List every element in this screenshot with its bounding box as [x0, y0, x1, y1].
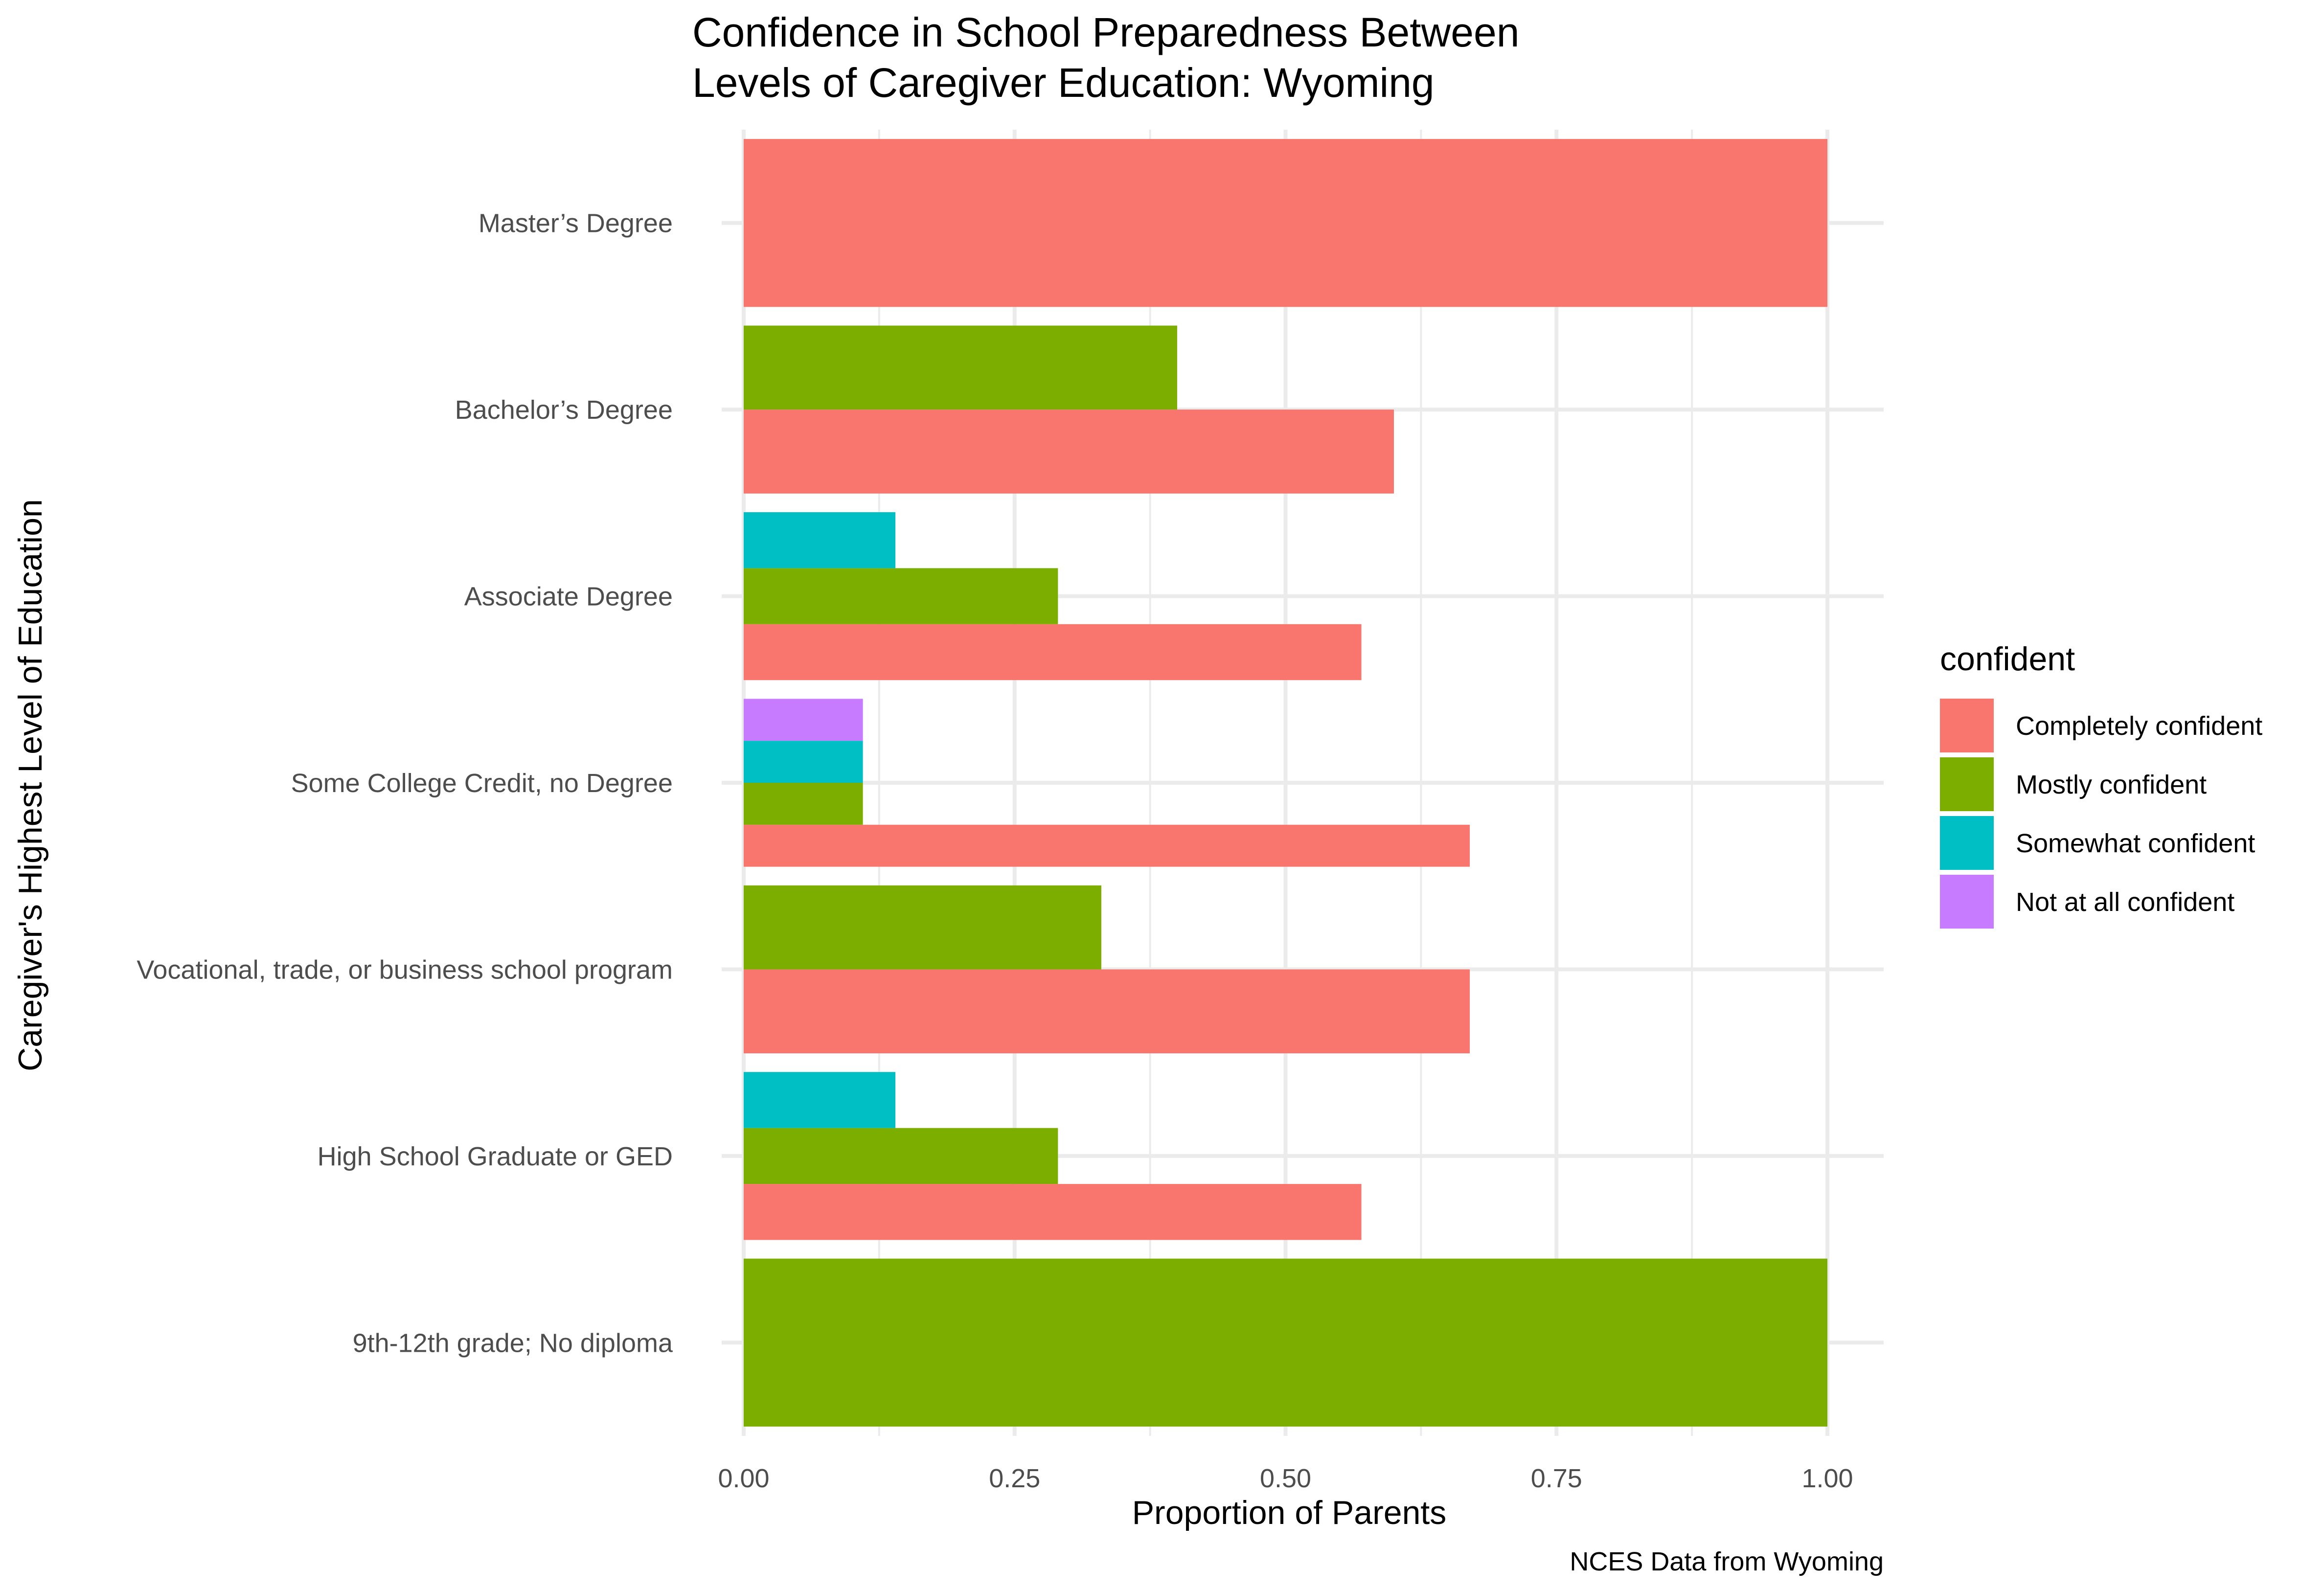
y-tick-label: Bachelor’s Degree: [455, 395, 673, 425]
legend-swatch-somewhat-confident: [1940, 816, 1994, 870]
bar-bachelor-s-degree-completely-confident: [744, 409, 1394, 494]
x-axis-title: Proportion of Parents: [1132, 1494, 1447, 1531]
y-tick-label: Some College Credit, no Degree: [291, 769, 673, 798]
chart-title-line-1: Confidence in School Preparedness Betwee…: [692, 9, 1519, 55]
x-tick-label: 1.00: [1801, 1464, 1853, 1493]
bar-associate-degree-completely-confident: [744, 624, 1362, 681]
y-tick-label: Master’s Degree: [478, 209, 673, 238]
legend-label-not-at-all-confident: Not at all confident: [2016, 887, 2234, 917]
bar-high-school-graduate-or-ged-completely-confident: [744, 1184, 1362, 1240]
legend-title: confident: [1940, 640, 2075, 678]
bar-master-s-degree-completely-confident: [744, 139, 1827, 307]
legend-swatch-not-at-all-confident: [1940, 875, 1994, 929]
y-axis-title: Caregiver's Highest Level of Education: [12, 499, 49, 1071]
bars: [744, 139, 1827, 1427]
legend-label-mostly-confident: Mostly confident: [2016, 770, 2207, 799]
bar-some-college-credit-no-degree-mostly-confident: [744, 783, 863, 825]
bar-associate-degree-mostly-confident: [744, 568, 1058, 624]
x-tick-label: 0.75: [1531, 1464, 1582, 1493]
legend-swatch-completely-confident: [1940, 699, 1994, 752]
bar-bachelor-s-degree-mostly-confident: [744, 325, 1177, 410]
bar-9th-12th-grade-no-diploma-mostly-confident: [744, 1258, 1827, 1427]
x-tick-label: 0.25: [989, 1464, 1040, 1493]
bar-some-college-credit-no-degree-completely-confident: [744, 824, 1470, 867]
bar-high-school-graduate-or-ged-somewhat-confident: [744, 1072, 896, 1128]
legend: confident Completely confident Mostly con…: [1940, 640, 2262, 929]
y-tick-label: High School Graduate or GED: [318, 1142, 673, 1171]
chart-title-line-2: Levels of Caregiver Education: Wyoming: [692, 60, 1435, 106]
caption: NCES Data from Wyoming: [1570, 1547, 1884, 1576]
x-tick-label: 0.50: [1260, 1464, 1311, 1493]
legend-swatch-mostly-confident: [1940, 757, 1994, 811]
bar-some-college-credit-no-degree-somewhat-confident: [744, 741, 863, 783]
bar-high-school-graduate-or-ged-mostly-confident: [744, 1128, 1058, 1184]
x-tick-label: 0.00: [718, 1464, 769, 1493]
bar-some-college-credit-no-degree-not-at-all-confident: [744, 699, 863, 741]
bar-vocational-trade-or-business-school-program-mostly-confident: [744, 885, 1101, 970]
legend-label-completely-confident: Completely confident: [2016, 711, 2262, 741]
bar-associate-degree-somewhat-confident: [744, 512, 896, 568]
legend-label-somewhat-confident: Somewhat confident: [2016, 829, 2255, 858]
y-tick-label: Vocational, trade, or business school pr…: [137, 955, 673, 984]
y-axis-tick-labels: Master’s Degree Bachelor’s Degree Associat…: [137, 209, 673, 1358]
chart-title: Confidence in School Preparedness Betwee…: [692, 9, 1519, 106]
bar-vocational-trade-or-business-school-program-completely-confident: [744, 969, 1470, 1054]
x-axis-tick-labels: 0.00 0.25 0.50 0.75 1.00: [718, 1464, 1853, 1493]
y-tick-label: Associate Degree: [464, 582, 673, 612]
y-tick-label: 9th-12th grade; No diploma: [353, 1328, 673, 1358]
